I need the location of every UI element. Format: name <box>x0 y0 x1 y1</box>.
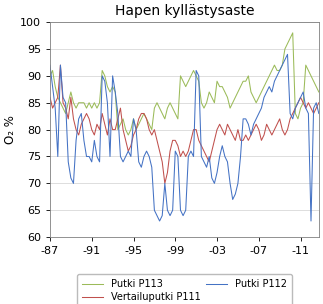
Legend: Putki P113, Vertailuputki P111, Putki P112: Putki P113, Vertailuputki P111, Putki P1… <box>77 274 292 304</box>
Vertailuputki P111 <box>129 144 133 147</box>
Putki P112 <box>158 219 162 223</box>
Putki P113 <box>184 85 188 88</box>
Vertailuputki P111 <box>317 101 321 105</box>
Putki P112 <box>48 63 52 67</box>
Putki P113 <box>129 128 133 131</box>
Putki P112 <box>184 209 188 212</box>
Putki P112 <box>126 149 130 153</box>
Putki P112 <box>317 112 321 115</box>
Line: Putki P112: Putki P112 <box>50 54 319 221</box>
Vertailuputki P111 <box>119 106 122 110</box>
Putki P113 <box>317 90 321 94</box>
Putki P113 <box>56 95 60 99</box>
Putki P113 <box>126 133 130 137</box>
Putki P113 <box>312 79 316 83</box>
Line: Putki P113: Putki P113 <box>50 33 319 135</box>
Title: Hapen kyllästysaste: Hapen kyllästysaste <box>115 4 254 18</box>
Vertailuputki P111 <box>163 181 167 185</box>
Line: Vertailuputki P111: Vertailuputki P111 <box>50 65 319 183</box>
Putki P113 <box>299 106 303 110</box>
Vertailuputki P111 <box>56 95 60 99</box>
Vertailuputki P111 <box>58 63 62 67</box>
Putki P113 <box>48 74 52 78</box>
Vertailuputki P111 <box>186 149 190 153</box>
Putki P113 <box>291 31 295 35</box>
Putki P112 <box>116 112 120 115</box>
Putki P112 <box>286 53 289 56</box>
Y-axis label: O₂ %: O₂ % <box>4 115 17 144</box>
Putki P112 <box>312 106 316 110</box>
Vertailuputki P111 <box>312 112 316 115</box>
Vertailuputki P111 <box>299 95 303 99</box>
Vertailuputki P111 <box>48 95 52 99</box>
Putki P112 <box>56 155 60 158</box>
Putki P112 <box>299 95 303 99</box>
Putki P113 <box>116 128 120 131</box>
